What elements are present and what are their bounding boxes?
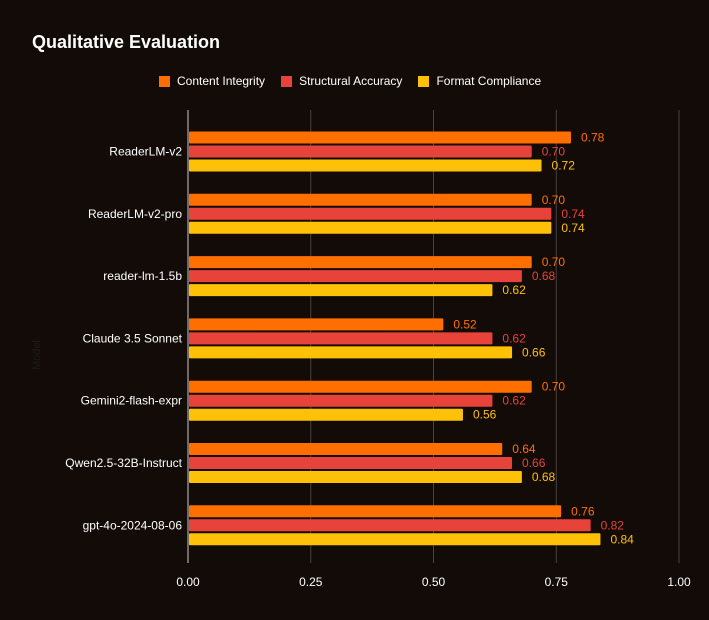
bar <box>189 394 493 407</box>
x-tick-label: 0.75 <box>545 575 569 589</box>
data-label: 0.64 <box>512 442 536 456</box>
chart-title: Qualitative Evaluation <box>32 32 221 52</box>
data-label: 0.78 <box>581 131 605 145</box>
bar <box>189 519 591 532</box>
data-label: 0.62 <box>502 331 526 345</box>
y-category-label: Gemini2-flash-expr <box>81 394 182 408</box>
data-label: 0.82 <box>601 518 625 532</box>
bar <box>189 159 542 172</box>
bar <box>189 318 444 331</box>
x-tick-label: 0.50 <box>422 575 446 589</box>
data-label: 0.62 <box>502 394 526 408</box>
y-category-label: ReaderLM-v2-pro <box>88 207 182 221</box>
y-category-label: Claude 3.5 Sonnet <box>83 331 183 345</box>
y-category-label: gpt-4o-2024-08-06 <box>83 518 183 532</box>
x-tick-label: 0.00 <box>176 575 200 589</box>
bar <box>189 145 532 158</box>
bar <box>189 533 601 546</box>
bar <box>189 270 522 283</box>
y-category-label: reader-lm-1.5b <box>103 269 182 283</box>
legend: Content Integrity Structural Accuracy Form… <box>159 74 541 88</box>
x-tick-label: 1.00 <box>667 575 691 589</box>
bar <box>189 505 562 518</box>
bar <box>189 443 503 455</box>
legend-label: Format Compliance <box>436 74 542 88</box>
legend-item: Content Integrity <box>159 74 265 88</box>
legend-item: Structural Accuracy <box>281 74 402 88</box>
legend-label: Content Integrity <box>177 74 266 88</box>
data-label: 0.68 <box>532 470 556 484</box>
legend-swatch <box>159 75 170 87</box>
bar <box>189 207 552 220</box>
data-label: 0.84 <box>610 532 634 546</box>
data-label: 0.74 <box>561 221 585 235</box>
legend-item: Format Compliance <box>418 74 541 88</box>
data-label: 0.70 <box>542 193 566 207</box>
data-label: 0.66 <box>522 456 546 470</box>
data-label: 0.70 <box>542 380 566 394</box>
bar <box>189 284 493 297</box>
bar <box>189 346 513 359</box>
data-label: 0.68 <box>532 269 556 283</box>
bar <box>189 457 513 469</box>
legend-label: Structural Accuracy <box>299 74 403 88</box>
legend-swatch <box>281 75 293 87</box>
y-category-label: ReaderLM-v2 <box>109 145 182 159</box>
bar <box>189 193 532 206</box>
bar <box>189 332 493 345</box>
data-label: 0.70 <box>542 145 566 159</box>
y-category-label: Qwen2.5-32B-Instruct <box>65 456 182 470</box>
x-tick-label: 0.25 <box>299 575 323 589</box>
legend-swatch <box>418 75 430 87</box>
data-label: 0.56 <box>473 408 497 422</box>
bar <box>189 221 552 234</box>
data-label: 0.76 <box>571 504 595 518</box>
data-label: 0.74 <box>561 207 585 221</box>
data-label: 0.72 <box>552 159 576 173</box>
data-label: 0.52 <box>453 317 477 331</box>
bar <box>189 131 571 144</box>
bar <box>189 408 463 421</box>
bar <box>189 256 532 269</box>
data-label: 0.70 <box>542 255 566 269</box>
y-axis-title: Model <box>31 340 43 370</box>
data-label: 0.62 <box>502 283 526 297</box>
data-label: 0.66 <box>522 345 546 359</box>
bar <box>189 380 532 393</box>
bar <box>189 471 522 483</box>
